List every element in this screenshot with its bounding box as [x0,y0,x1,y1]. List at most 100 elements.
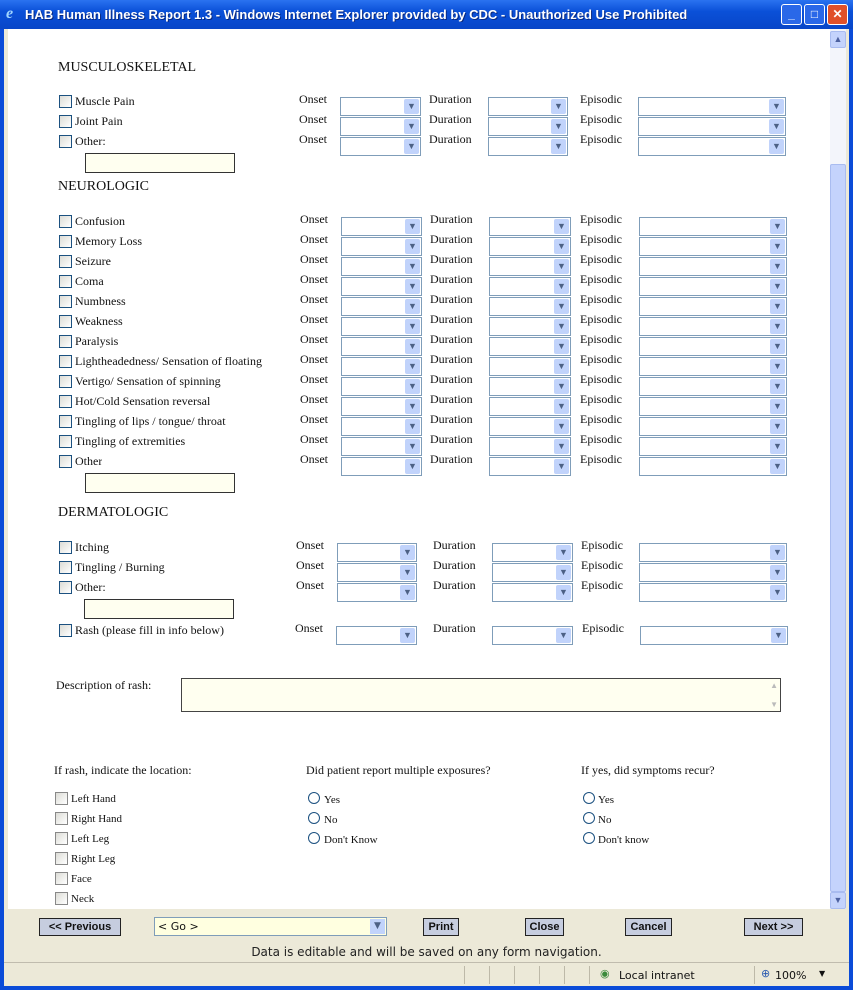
checkbox-musculoskeletal-2[interactable] [59,135,72,148]
checkbox-neurologic-2[interactable] [59,255,72,268]
scroll-up-icon[interactable]: ▲ [830,31,846,48]
checkbox-neurologic-7[interactable] [59,355,72,368]
onset-select[interactable]: ▼ [341,237,422,256]
other-text-input[interactable] [85,473,235,493]
onset-select[interactable]: ▼ [341,357,422,376]
checkbox-neurologic-6[interactable] [59,335,72,348]
duration-select[interactable]: ▼ [489,437,571,456]
close-button[interactable]: Close [525,918,564,936]
close-window-button[interactable]: ✕ [827,4,848,25]
scroll-thumb[interactable] [830,164,846,892]
checkbox-neurologic-1[interactable] [59,235,72,248]
recur-radio[interactable] [583,832,595,844]
zoom-level[interactable]: 100% [775,969,807,982]
episodic-select[interactable]: ▼ [639,543,787,562]
checkbox-musculoskeletal-0[interactable] [59,95,72,108]
onset-select[interactable]: ▼ [337,583,417,602]
recur-radio[interactable] [583,812,595,824]
duration-select[interactable]: ▼ [489,357,571,376]
episodic-select[interactable]: ▼ [638,117,786,136]
duration-select[interactable]: ▼ [489,337,571,356]
onset-select[interactable]: ▼ [336,626,417,645]
duration-select[interactable]: ▼ [489,277,571,296]
episodic-select[interactable]: ▼ [639,257,787,276]
onset-select[interactable]: ▼ [337,543,417,562]
episodic-select[interactable]: ▼ [639,397,787,416]
duration-select[interactable]: ▼ [489,457,571,476]
duration-select[interactable]: ▼ [492,543,573,562]
checkbox-neurologic-0[interactable] [59,215,72,228]
episodic-select[interactable]: ▼ [639,337,787,356]
multiple-exposures-radio[interactable] [308,812,320,824]
episodic-select[interactable]: ▼ [639,277,787,296]
scroll-down-icon[interactable]: ▼ [830,892,846,909]
episodic-select[interactable]: ▼ [639,217,787,236]
checkbox-dermatologic-0[interactable] [59,541,72,554]
checkbox-neurologic-4[interactable] [59,295,72,308]
episodic-select[interactable]: ▼ [638,137,786,156]
episodic-select[interactable]: ▼ [639,317,787,336]
next-button[interactable]: Next >> [744,918,803,936]
episodic-select[interactable]: ▼ [639,237,787,256]
zoom-icon[interactable]: ⊕ [761,967,771,980]
checkbox-neurologic-9[interactable] [59,395,72,408]
episodic-select[interactable]: ▼ [639,297,787,316]
go-select[interactable]: < Go > ▼ [154,917,387,936]
zoom-dropdown-icon[interactable]: ▼ [819,969,826,978]
duration-select[interactable]: ▼ [488,117,568,136]
duration-select[interactable]: ▼ [489,217,571,236]
checkbox-musculoskeletal-1[interactable] [59,115,72,128]
other-text-input[interactable] [85,153,235,173]
onset-select[interactable]: ▼ [341,417,422,436]
checkbox-neurologic-8[interactable] [59,375,72,388]
onset-select[interactable]: ▼ [341,297,422,316]
episodic-select[interactable]: ▼ [639,457,787,476]
onset-select[interactable]: ▼ [341,397,422,416]
duration-select[interactable]: ▼ [489,257,571,276]
duration-select[interactable]: ▼ [492,563,573,582]
checkbox-rash-0[interactable] [59,624,72,637]
duration-select[interactable]: ▼ [492,583,573,602]
duration-select[interactable]: ▼ [489,397,571,416]
rash-description-textarea[interactable]: ▲ ▼ [181,678,781,712]
onset-select[interactable]: ▼ [340,117,421,136]
location-checkbox[interactable] [55,812,68,825]
onset-select[interactable]: ▼ [341,437,422,456]
onset-select[interactable]: ▼ [341,257,422,276]
duration-select[interactable]: ▼ [492,626,573,645]
checkbox-neurologic-3[interactable] [59,275,72,288]
previous-button[interactable]: << Previous [39,918,121,936]
checkbox-dermatologic-2[interactable] [59,581,72,594]
duration-select[interactable]: ▼ [488,97,568,116]
location-checkbox[interactable] [55,792,68,805]
episodic-select[interactable]: ▼ [639,583,787,602]
recur-radio[interactable] [583,792,595,804]
multiple-exposures-radio[interactable] [308,792,320,804]
episodic-select[interactable]: ▼ [639,437,787,456]
multiple-exposures-radio[interactable] [308,832,320,844]
episodic-select[interactable]: ▼ [639,417,787,436]
onset-select[interactable]: ▼ [341,337,422,356]
duration-select[interactable]: ▼ [489,417,571,436]
checkbox-neurologic-5[interactable] [59,315,72,328]
cancel-button[interactable]: Cancel [625,918,672,936]
other-text-input[interactable] [84,599,234,619]
episodic-select[interactable]: ▼ [639,563,787,582]
vertical-scrollbar[interactable]: ▲ ▼ [830,29,846,909]
location-checkbox[interactable] [55,892,68,905]
episodic-select[interactable]: ▼ [638,97,786,116]
location-checkbox[interactable] [55,832,68,845]
duration-select[interactable]: ▼ [489,237,571,256]
onset-select[interactable]: ▼ [341,217,422,236]
onset-select[interactable]: ▼ [340,137,421,156]
duration-select[interactable]: ▼ [489,297,571,316]
location-checkbox[interactable] [55,852,68,865]
episodic-select[interactable]: ▼ [639,377,787,396]
episodic-select[interactable]: ▼ [639,357,787,376]
onset-select[interactable]: ▼ [341,457,422,476]
onset-select[interactable]: ▼ [340,97,421,116]
episodic-select[interactable]: ▼ [640,626,788,645]
checkbox-neurologic-12[interactable] [59,455,72,468]
print-button[interactable]: Print [423,918,459,936]
onset-select[interactable]: ▼ [341,317,422,336]
